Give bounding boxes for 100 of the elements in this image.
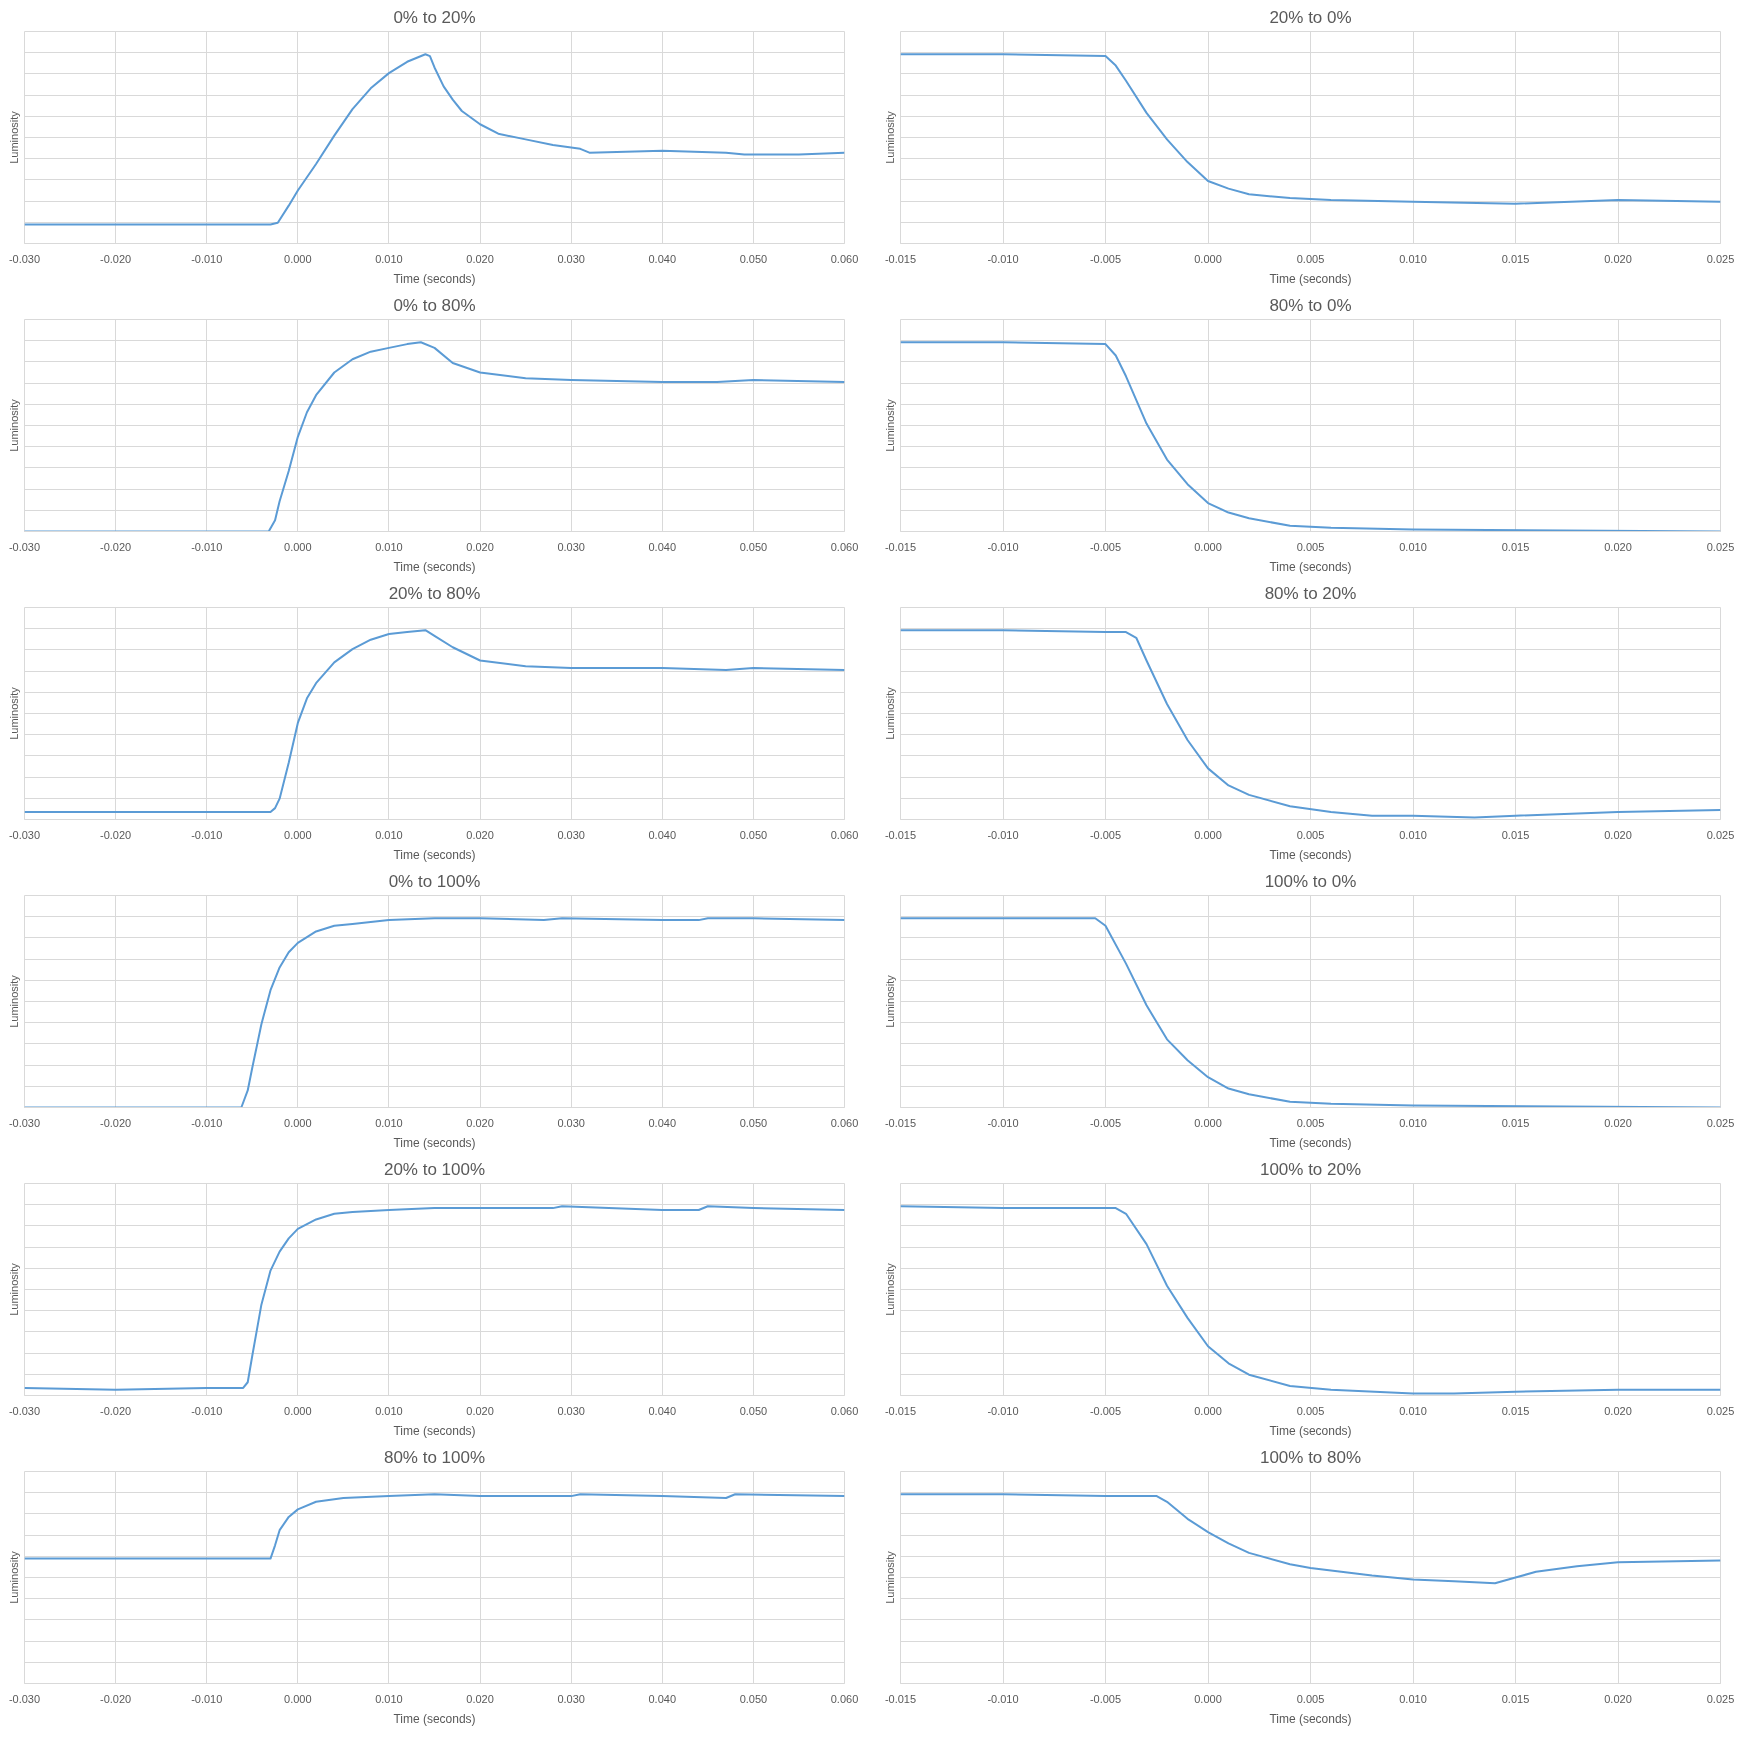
- x-tick-label: 0.000: [284, 1116, 312, 1129]
- x-tick-label: 0.050: [739, 1692, 768, 1705]
- chart-title: 20% to 0%: [1269, 7, 1352, 27]
- x-tick-label: 0.000: [1194, 828, 1222, 841]
- x-tick-label: 0.000: [1194, 1116, 1222, 1129]
- x-tick-label: 0.005: [1296, 1692, 1325, 1705]
- x-tick-label: 0.010: [375, 1404, 403, 1417]
- chart-title: 80% to 0%: [1269, 295, 1352, 315]
- x-axis-title: Time (seconds): [1269, 559, 1352, 574]
- x-tick-label: 0.010: [1399, 1116, 1427, 1129]
- x-tick-label: 0.000: [1194, 1404, 1222, 1417]
- x-axis-title: Time (seconds): [1269, 271, 1352, 286]
- y-axis-title: Luminosity: [883, 1550, 896, 1604]
- x-tick-label: 0.010: [1399, 252, 1427, 265]
- x-tick-label: 0.015: [1501, 1692, 1530, 1705]
- x-tick-label: -0.030: [8, 1404, 41, 1417]
- x-tick-label: -0.015: [884, 1116, 917, 1129]
- x-tick-label: -0.015: [884, 1692, 917, 1705]
- x-tick-label: 0.040: [648, 540, 677, 553]
- x-tick-label: 0.025: [1706, 252, 1735, 265]
- x-tick-label: 0.025: [1706, 1404, 1735, 1417]
- x-tick-label: 0.020: [1604, 252, 1632, 265]
- chart-title: 20% to 80%: [388, 583, 481, 603]
- x-tick-label: 0.010: [375, 252, 403, 265]
- x-tick-label: -0.015: [884, 252, 917, 265]
- chart-title: 0% to 80%: [393, 295, 476, 315]
- x-axis-title: Time (seconds): [393, 1135, 476, 1150]
- x-tick-label: 0.000: [284, 540, 312, 553]
- y-axis-title: Luminosity: [7, 1550, 20, 1604]
- x-tick-label: -0.010: [987, 828, 1019, 841]
- x-tick-label: 0.010: [1399, 828, 1427, 841]
- x-tick-label: 0.020: [466, 1404, 494, 1417]
- x-tick-label: 0.010: [1399, 540, 1427, 553]
- x-tick-label: 0.040: [648, 1116, 677, 1129]
- x-tick-label: 0.060: [830, 1692, 859, 1705]
- x-tick-label: 0.060: [830, 252, 859, 265]
- x-tick-label: -0.005: [1089, 1692, 1122, 1705]
- x-tick-label: 0.040: [648, 1692, 677, 1705]
- x-tick-label: -0.010: [191, 1692, 223, 1705]
- x-tick-label: 0.025: [1706, 540, 1735, 553]
- x-tick-label: -0.030: [8, 252, 41, 265]
- y-axis-title: Luminosity: [883, 1262, 896, 1316]
- x-tick-label: 0.000: [284, 828, 312, 841]
- x-tick-label: -0.005: [1089, 1404, 1122, 1417]
- x-tick-label: -0.010: [987, 252, 1019, 265]
- x-tick-label: 0.020: [1604, 1404, 1632, 1417]
- x-tick-label: -0.010: [987, 1116, 1019, 1129]
- x-axis-title: Time (seconds): [393, 1711, 476, 1726]
- x-tick-label: -0.010: [191, 1404, 223, 1417]
- chart-title: 0% to 20%: [393, 7, 476, 27]
- x-tick-label: -0.010: [987, 540, 1019, 553]
- x-tick-label: -0.010: [191, 252, 223, 265]
- y-axis-title: Luminosity: [7, 110, 20, 164]
- x-tick-label: -0.005: [1089, 1116, 1122, 1129]
- x-tick-label: 0.020: [466, 252, 494, 265]
- x-tick-label: 0.020: [466, 1116, 494, 1129]
- x-tick-label: 0.025: [1706, 1116, 1735, 1129]
- x-tick-label: -0.020: [100, 828, 132, 841]
- x-tick-label: -0.020: [100, 252, 132, 265]
- x-tick-label: 0.060: [830, 540, 859, 553]
- x-tick-label: 0.030: [557, 1692, 585, 1705]
- x-axis-title: Time (seconds): [393, 1423, 476, 1438]
- x-tick-label: 0.010: [375, 1116, 403, 1129]
- x-tick-label: -0.020: [100, 1692, 132, 1705]
- x-tick-label: 0.010: [375, 540, 403, 553]
- x-axis-title: Time (seconds): [393, 847, 476, 862]
- x-tick-label: 0.005: [1296, 540, 1325, 553]
- x-tick-label: 0.060: [830, 828, 859, 841]
- chart-title: 100% to 80%: [1259, 1447, 1362, 1467]
- x-tick-label: -0.020: [100, 1404, 132, 1417]
- x-tick-label: 0.020: [466, 1692, 494, 1705]
- x-tick-label: 0.000: [1194, 540, 1222, 553]
- x-tick-label: -0.030: [8, 1692, 41, 1705]
- x-tick-label: 0.000: [1194, 252, 1222, 265]
- chart-title: 0% to 100%: [388, 871, 481, 891]
- x-tick-label: 0.020: [466, 540, 494, 553]
- x-tick-label: -0.030: [8, 1116, 41, 1129]
- x-tick-label: -0.005: [1089, 540, 1122, 553]
- x-tick-label: 0.025: [1706, 828, 1735, 841]
- x-tick-label: 0.010: [1399, 1404, 1427, 1417]
- x-tick-label: -0.020: [100, 1116, 132, 1129]
- y-axis-title: Luminosity: [7, 398, 20, 452]
- y-axis-title: Luminosity: [7, 974, 20, 1028]
- y-axis-title: Luminosity: [7, 686, 20, 740]
- x-tick-label: 0.020: [1604, 1692, 1632, 1705]
- x-tick-label: 0.040: [648, 1404, 677, 1417]
- x-tick-label: 0.015: [1501, 828, 1530, 841]
- x-tick-label: 0.010: [1399, 1692, 1427, 1705]
- x-tick-label: 0.030: [557, 540, 585, 553]
- chart-title: 80% to 100%: [383, 1447, 486, 1467]
- x-tick-label: -0.005: [1089, 828, 1122, 841]
- x-tick-label: 0.010: [375, 828, 403, 841]
- x-tick-label: 0.030: [557, 1404, 585, 1417]
- x-tick-label: 0.030: [557, 828, 585, 841]
- x-tick-label: 0.015: [1501, 252, 1530, 265]
- x-tick-label: 0.005: [1296, 1116, 1325, 1129]
- y-axis-title: Luminosity: [883, 110, 896, 164]
- x-axis-title: Time (seconds): [393, 559, 476, 574]
- x-tick-label: -0.010: [987, 1404, 1019, 1417]
- x-tick-label: 0.040: [648, 828, 677, 841]
